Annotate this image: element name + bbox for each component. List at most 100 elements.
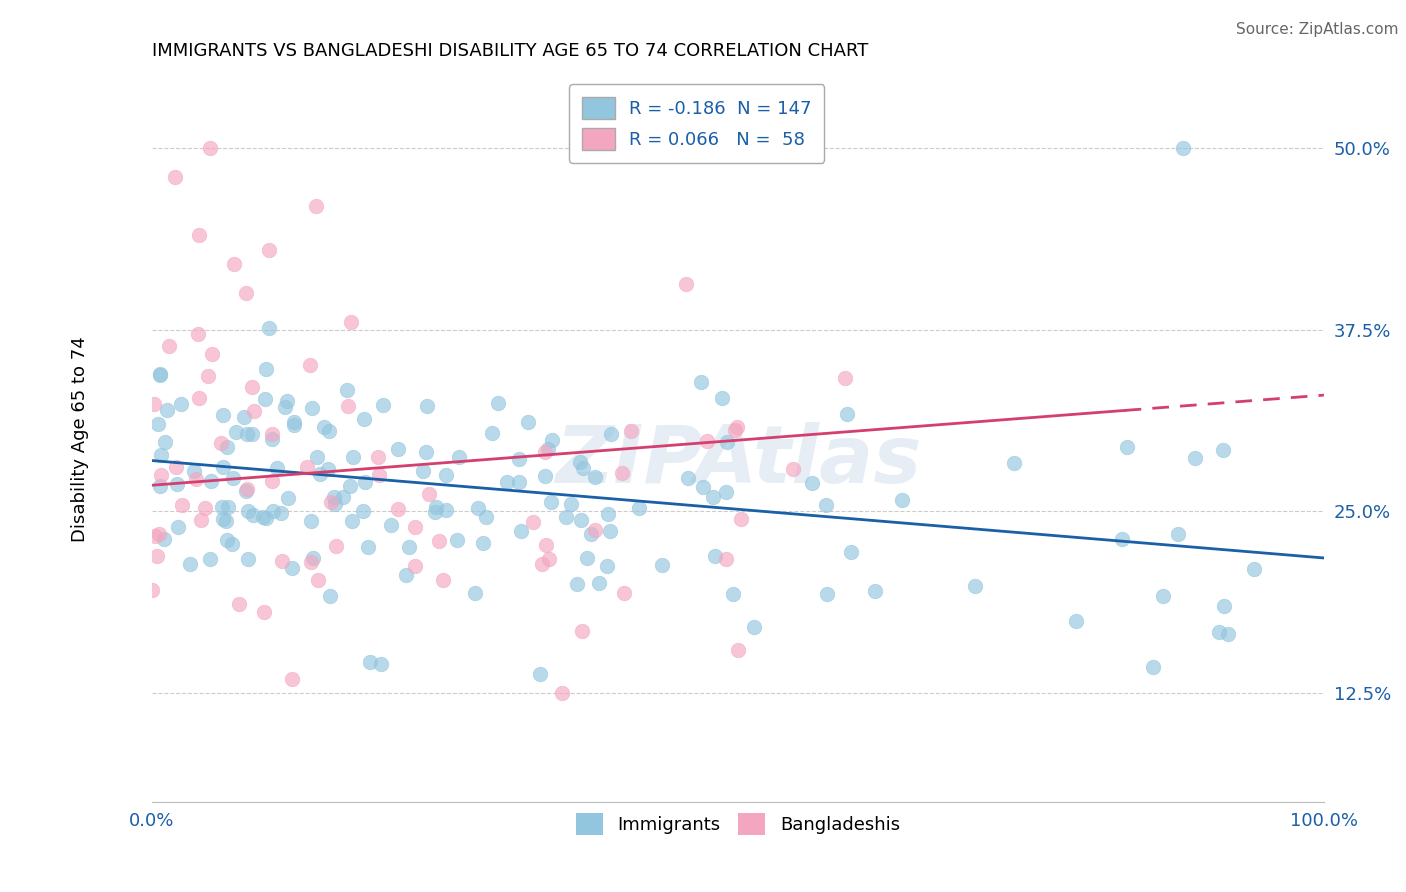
Point — [354, 475, 377, 490]
Point — [274, 400, 297, 414]
Point — [863, 583, 886, 598]
Point — [281, 672, 304, 686]
Point — [727, 642, 749, 657]
Point — [342, 450, 364, 464]
Point — [266, 461, 288, 475]
Point — [534, 469, 557, 483]
Point — [481, 426, 503, 441]
Point — [170, 498, 193, 512]
Point — [596, 507, 619, 521]
Point — [262, 504, 284, 518]
Point — [434, 502, 457, 516]
Point — [236, 503, 259, 517]
Point — [725, 420, 748, 434]
Point — [222, 471, 245, 485]
Point — [212, 512, 235, 526]
Point — [312, 420, 335, 434]
Point — [467, 501, 489, 516]
Point — [319, 589, 342, 603]
Point — [721, 587, 744, 601]
Point — [165, 169, 187, 184]
Point — [675, 277, 697, 291]
Point — [146, 417, 169, 431]
Point — [186, 472, 208, 486]
Point — [187, 327, 209, 342]
Point — [150, 467, 173, 482]
Point — [233, 409, 256, 424]
Point — [1213, 599, 1236, 613]
Point — [689, 375, 711, 389]
Point — [569, 513, 592, 527]
Point — [200, 141, 222, 155]
Point — [318, 424, 340, 438]
Point — [143, 529, 166, 543]
Point — [240, 427, 263, 442]
Point — [253, 606, 276, 620]
Point — [551, 686, 574, 700]
Point — [415, 445, 437, 459]
Point — [583, 523, 606, 537]
Point — [149, 448, 172, 462]
Point — [156, 403, 179, 417]
Point — [322, 490, 344, 504]
Point — [508, 452, 530, 467]
Point — [277, 491, 299, 505]
Point — [965, 579, 987, 593]
Point — [613, 586, 636, 600]
Point — [270, 506, 292, 520]
Point — [235, 483, 257, 498]
Point — [153, 435, 176, 450]
Point — [187, 228, 209, 243]
Point — [252, 510, 274, 524]
Point — [170, 397, 193, 411]
Point — [1142, 659, 1164, 673]
Point — [373, 398, 395, 412]
Point — [236, 426, 259, 441]
Point — [271, 554, 294, 568]
Point — [356, 540, 378, 554]
Point — [596, 558, 619, 573]
Point — [217, 533, 239, 547]
Point — [486, 396, 509, 410]
Point — [387, 502, 409, 516]
Point — [339, 479, 361, 493]
Point — [891, 493, 914, 508]
Point — [305, 199, 328, 213]
Point — [714, 484, 737, 499]
Text: ZIPAtlas: ZIPAtlas — [555, 422, 921, 500]
Point — [1152, 589, 1174, 603]
Point — [179, 557, 201, 571]
Point — [212, 408, 235, 422]
Point — [742, 620, 765, 634]
Point — [628, 501, 651, 516]
Point — [724, 423, 747, 437]
Point — [340, 315, 363, 329]
Point — [782, 462, 804, 476]
Point — [298, 358, 321, 372]
Point — [166, 476, 188, 491]
Point — [299, 514, 322, 528]
Point — [228, 597, 250, 611]
Point — [837, 407, 859, 421]
Point — [1167, 527, 1189, 541]
Point — [323, 497, 346, 511]
Point — [599, 426, 621, 441]
Point — [276, 394, 298, 409]
Point — [416, 399, 439, 413]
Point — [516, 415, 538, 429]
Point — [352, 503, 374, 517]
Point — [325, 539, 347, 553]
Point — [262, 432, 284, 446]
Point — [1212, 442, 1234, 457]
Point — [368, 467, 391, 482]
Point — [471, 535, 494, 549]
Point — [581, 527, 603, 541]
Point — [541, 433, 564, 447]
Point — [254, 362, 277, 376]
Point — [814, 498, 837, 512]
Point — [260, 426, 283, 441]
Point — [194, 500, 217, 515]
Point — [295, 460, 318, 475]
Point — [166, 520, 188, 534]
Point — [1002, 456, 1025, 470]
